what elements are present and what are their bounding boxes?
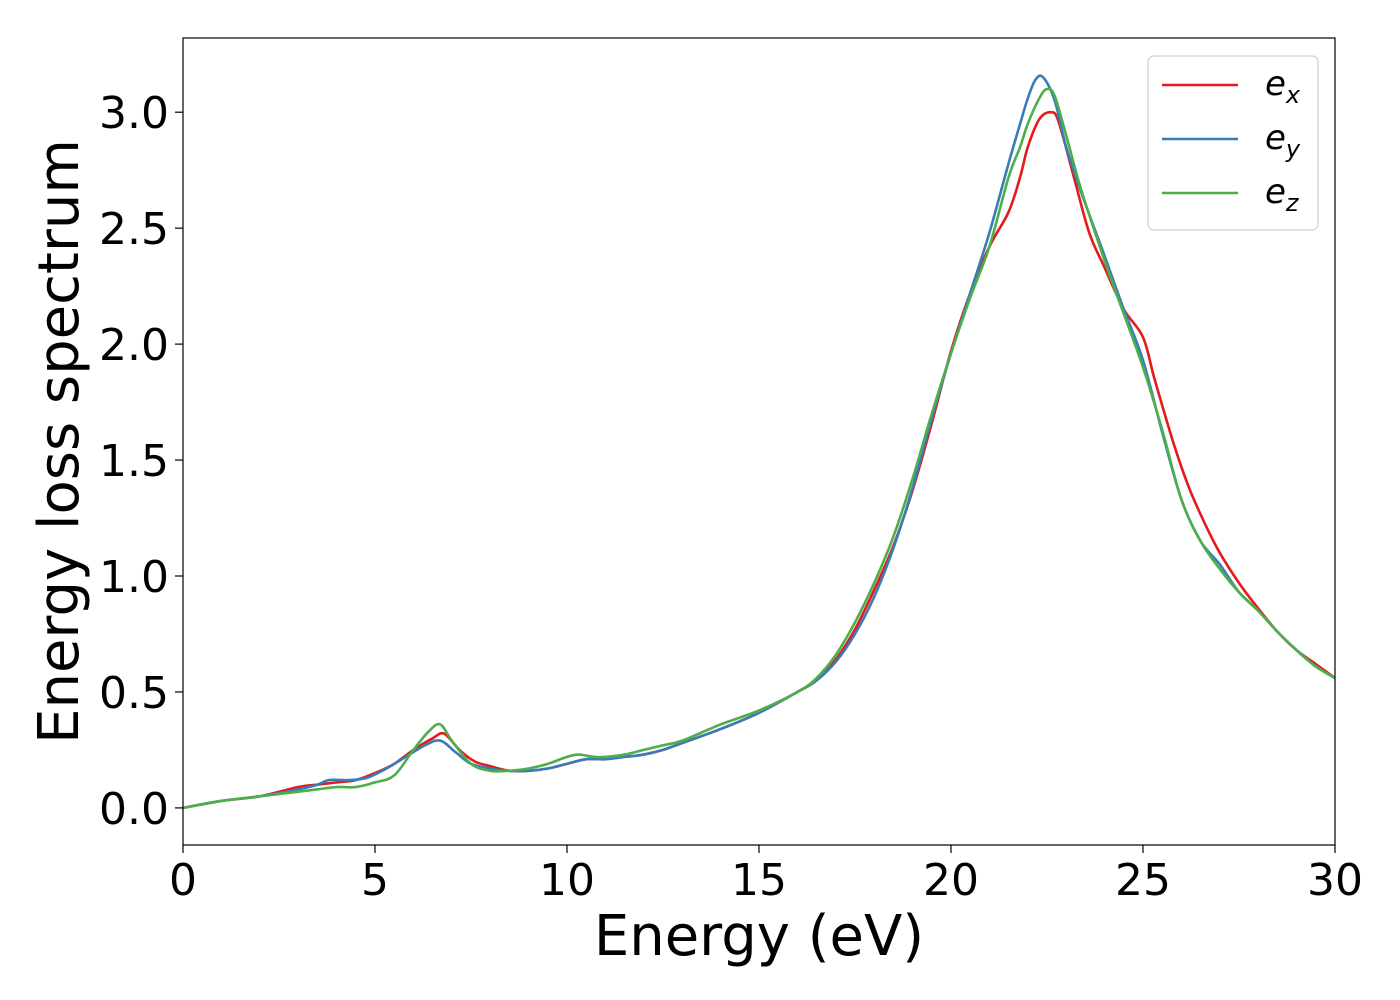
- y-tick-label: 2.5: [99, 204, 169, 255]
- y-tick-label: 2.0: [99, 320, 169, 371]
- legend-label-y: ey: [1265, 118, 1301, 163]
- y-tick-label: 1.0: [99, 552, 169, 603]
- y-tick-label: 0.5: [99, 668, 169, 719]
- y-tick-label: 1.5: [99, 436, 169, 487]
- x-axis: 0 5 10 15 20 25 30: [169, 845, 1363, 906]
- x-tick-label: 0: [169, 855, 197, 906]
- y-tick-label: 3.0: [99, 88, 169, 139]
- x-tick-label: 25: [1115, 855, 1171, 906]
- x-axis-title: Energy (eV): [594, 904, 924, 969]
- series-line-z: [183, 87, 1335, 810]
- y-axis: 0.0 0.5 1.0 1.5 2.0 2.5 3.0: [99, 88, 183, 835]
- y-axis-title: Energy loss spectrum: [27, 139, 92, 744]
- x-tick-label: 5: [361, 855, 389, 906]
- legend: ex ey ez: [1147, 55, 1319, 231]
- x-tick-label: 15: [731, 855, 787, 906]
- x-tick-label: 20: [923, 855, 979, 906]
- x-tick-label: 30: [1307, 855, 1363, 906]
- series-line-x: [183, 110, 1335, 810]
- y-tick-label: 0.0: [99, 784, 169, 835]
- legend-label-z: ez: [1265, 172, 1300, 217]
- series-layer: [183, 74, 1335, 810]
- x-tick-label: 10: [539, 855, 595, 906]
- legend-label-x: ex: [1265, 64, 1301, 109]
- legend-box: [1147, 55, 1319, 231]
